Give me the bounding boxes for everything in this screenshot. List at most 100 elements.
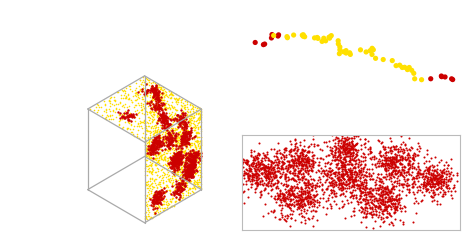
Point: [270, 175, 277, 179]
Point: [302, 163, 309, 166]
Point: [153, 86, 160, 89]
Point: [198, 149, 205, 153]
Point: [190, 110, 198, 114]
Point: [245, 163, 252, 167]
Point: [338, 178, 345, 182]
Point: [319, 174, 327, 178]
Point: [245, 171, 252, 174]
Point: [184, 163, 191, 167]
Point: [405, 167, 412, 170]
Point: [152, 108, 159, 112]
Point: [373, 161, 380, 165]
Point: [285, 192, 292, 196]
Point: [152, 177, 159, 181]
Point: [344, 177, 352, 181]
Point: [169, 150, 177, 154]
Point: [343, 146, 350, 150]
Point: [373, 187, 381, 190]
Point: [148, 149, 155, 153]
Point: [281, 175, 289, 178]
Point: [159, 119, 166, 123]
Point: [172, 159, 179, 163]
Point: [176, 185, 183, 189]
Point: [133, 81, 140, 85]
Point: [370, 197, 378, 201]
Point: [337, 160, 345, 164]
Point: [146, 93, 154, 96]
Point: [175, 144, 183, 148]
Point: [150, 90, 157, 94]
Point: [399, 174, 406, 178]
Point: [173, 136, 180, 140]
Point: [155, 117, 163, 121]
Point: [150, 208, 157, 211]
Point: [348, 193, 355, 197]
Point: [291, 161, 298, 165]
Point: [155, 138, 162, 142]
Point: [357, 169, 364, 173]
Point: [154, 104, 161, 108]
Point: [121, 88, 128, 92]
Point: [147, 146, 154, 150]
Point: [180, 128, 188, 131]
Point: [379, 181, 387, 185]
Point: [332, 181, 339, 184]
Point: [140, 112, 147, 115]
Point: [407, 145, 414, 149]
Point: [125, 97, 133, 101]
Point: [378, 172, 385, 176]
Point: [377, 193, 385, 197]
Point: [383, 187, 390, 191]
Point: [146, 152, 153, 156]
Point: [113, 91, 120, 94]
Point: [335, 153, 343, 156]
Point: [195, 168, 203, 172]
Point: [355, 184, 362, 187]
Point: [342, 168, 349, 172]
Point: [341, 150, 348, 154]
Point: [193, 138, 201, 142]
Point: [152, 110, 159, 114]
Point: [177, 139, 184, 143]
Point: [345, 186, 353, 190]
Point: [327, 161, 335, 165]
Point: [320, 172, 328, 175]
Point: [388, 163, 395, 167]
Point: [169, 146, 177, 150]
Point: [352, 179, 359, 182]
Point: [176, 152, 184, 155]
Point: [429, 165, 437, 169]
Point: [345, 146, 352, 150]
Point: [305, 172, 312, 176]
Point: [408, 178, 416, 181]
Point: [307, 162, 314, 166]
Point: [196, 115, 204, 119]
Point: [188, 168, 196, 172]
Point: [161, 158, 169, 162]
Point: [186, 135, 193, 138]
Point: [161, 113, 168, 116]
Point: [433, 167, 441, 171]
Point: [192, 154, 199, 157]
Point: [427, 185, 435, 189]
Point: [390, 191, 397, 195]
Point: [285, 202, 292, 205]
Point: [150, 92, 158, 96]
Point: [252, 156, 259, 160]
Point: [309, 204, 316, 208]
Point: [176, 175, 184, 178]
Point: [350, 180, 358, 183]
Point: [152, 141, 159, 145]
Point: [433, 178, 440, 182]
Point: [339, 150, 346, 154]
Point: [151, 87, 158, 91]
Point: [170, 191, 178, 195]
Point: [186, 149, 194, 153]
Point: [153, 85, 160, 88]
Point: [259, 182, 266, 186]
Point: [153, 128, 161, 132]
Point: [403, 178, 411, 182]
Point: [418, 78, 425, 82]
Point: [371, 194, 378, 198]
Point: [335, 149, 343, 152]
